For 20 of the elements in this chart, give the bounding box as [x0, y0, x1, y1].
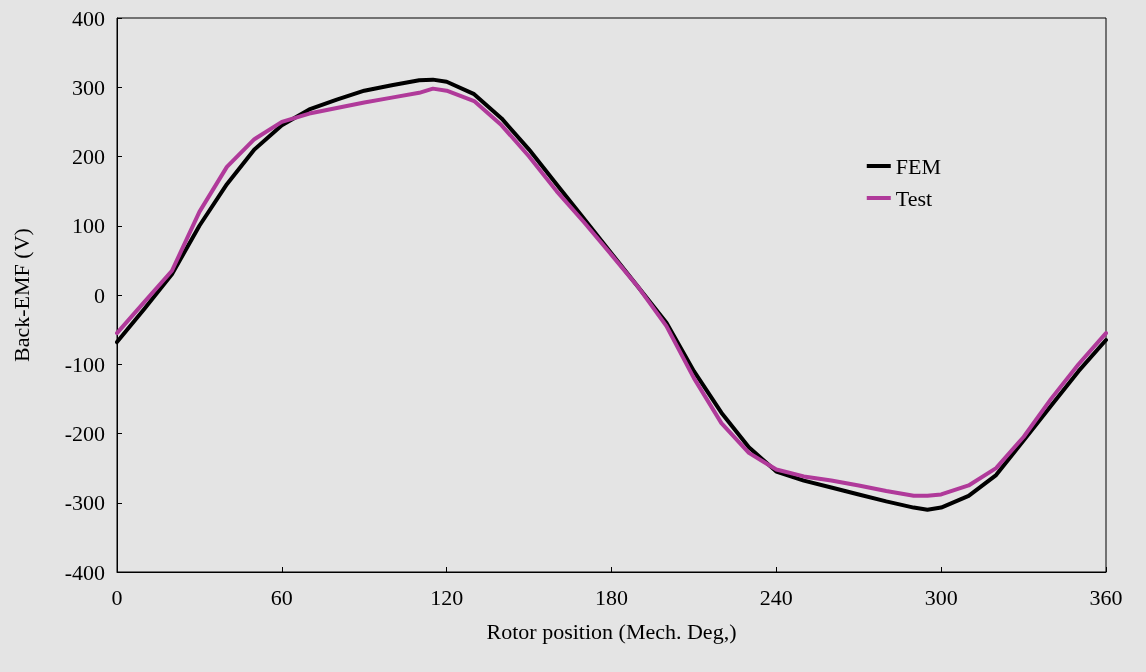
x-tick-label: 360 — [1089, 584, 1123, 610]
x-tick-label: 0 — [111, 584, 123, 610]
y-tick-label: 0 — [94, 282, 105, 308]
y-tick-label: 300 — [72, 74, 105, 100]
y-tick-label: -300 — [64, 490, 105, 516]
x-tick-label: 240 — [759, 584, 793, 610]
x-axis-title: Rotor position (Mech. Deg,) — [486, 618, 737, 644]
y-tick-label: -400 — [64, 559, 105, 585]
y-tick-label: 100 — [72, 213, 105, 239]
x-tick-label: 60 — [270, 584, 293, 610]
y-tick-label: 400 — [72, 5, 105, 31]
y-axis-title: Back-EMF (V) — [8, 228, 34, 362]
y-tick-label: -200 — [64, 421, 105, 446]
y-tick-label: -100 — [64, 351, 105, 377]
legend-label: FEM — [895, 153, 942, 179]
legend-label: Test — [895, 185, 933, 211]
x-tick-label: 120 — [430, 584, 464, 610]
y-tick-label: 200 — [72, 144, 105, 169]
x-tick-label: 180 — [595, 584, 628, 610]
x-tick-label: 300 — [924, 584, 958, 610]
